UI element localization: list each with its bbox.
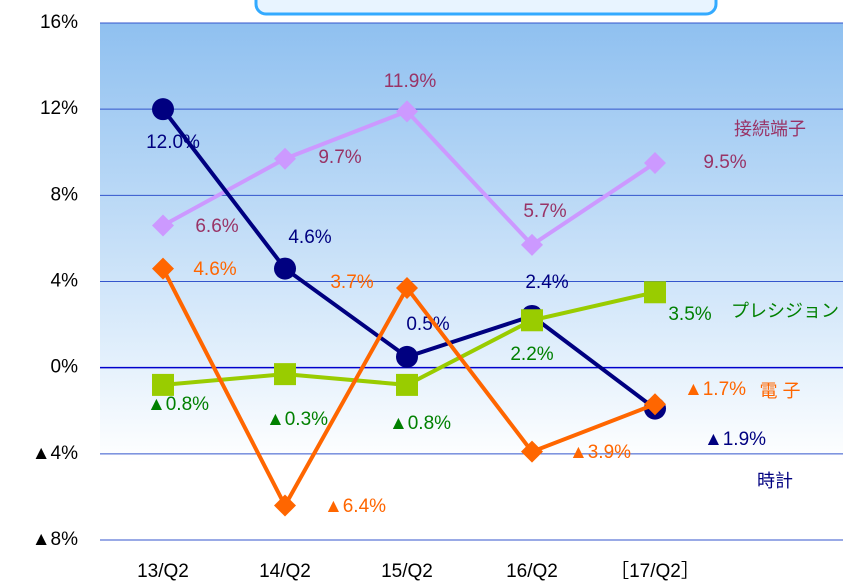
point [274,257,296,280]
data-label: 3.5% [668,304,711,325]
data-label: ▲1.7% [684,379,746,400]
point [152,373,174,396]
x-tick-label: 15/Q2 [381,561,433,582]
y-tick-label: 8% [51,184,79,205]
point [644,393,666,416]
point [521,233,543,256]
title-box [254,0,718,16]
data-label: ▲3.9% [569,442,631,463]
data-label: 11.9% [384,71,437,92]
point [396,276,418,299]
y-tick-label: 16% [40,12,78,33]
point [274,147,296,170]
data-label: 3.7% [330,272,373,293]
data-label: ▲0.8% [389,413,451,434]
point [396,373,418,396]
data-label: 12.0% [146,132,200,153]
data-label: 9.5% [703,152,746,173]
y-tick-label: ▲8% [32,529,78,550]
series-name: 電 子 [759,381,800,401]
data-label: 4.6% [288,227,331,248]
data-label: 2.4% [525,272,568,293]
point [644,281,666,304]
data-label: ▲1.9% [704,429,766,450]
point [274,363,296,386]
data-label: 9.7% [318,147,361,168]
series-name: プレシジョン [731,301,839,321]
series-name: 接続端子 [734,119,806,139]
point [152,98,174,121]
x-tick-label: 16/Q2 [506,561,558,582]
data-label: 4.6% [193,259,236,280]
x-tick-label: ［17/Q2］ [610,560,700,582]
x-tick-label: 14/Q2 [259,561,311,582]
data-label: ▲0.3% [266,409,328,430]
x-tick-label: 13/Q2 [137,561,189,582]
y-tick-label: 0% [51,357,79,378]
point [396,100,418,123]
data-label: 2.2% [510,344,553,365]
point [644,152,666,175]
point [396,345,418,368]
point [521,309,543,332]
data-label: ▲0.8% [147,394,209,415]
point [274,494,296,517]
point [152,214,174,237]
point [152,257,174,280]
series-name: 時計 [757,471,793,491]
y-tick-label: 12% [40,98,78,119]
data-label: ▲6.4% [324,496,386,517]
data-label: 5.7% [523,201,566,222]
point [521,440,543,463]
data-label: 6.6% [195,216,238,237]
y-tick-label: ▲4% [32,443,78,464]
y-tick-label: 4% [51,271,79,292]
